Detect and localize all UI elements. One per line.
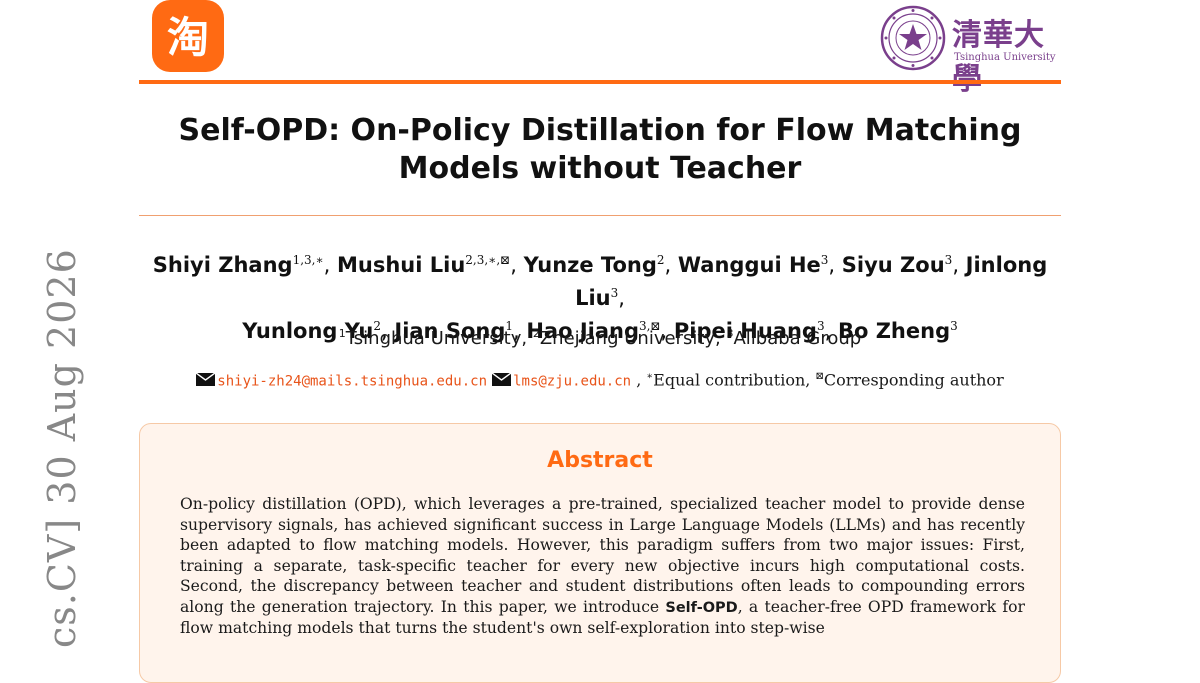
author-line-2: Yunlong Yu2, Jian Song1, Hao Jiang3,⊠, P… [242,319,958,343]
affil-sup: 2 [532,327,540,340]
affil-sup: 3 [726,327,734,340]
author-list: Shiyi Zhang1,3,∗, Mushui Liu2,3,∗,⊠, Yun… [139,246,1061,345]
header-rule [139,80,1061,84]
abstract-text: , a teacher-free OPD framework for flow … [180,597,1025,638]
author-sup: 3 [610,286,619,300]
corresponding-mark: ⊠ [815,371,824,382]
taobao-logo: 淘 [152,0,224,72]
author-name: Wanggui He [677,253,821,277]
affil-sup: 1 [338,327,346,340]
abstract-body: On-policy distillation (OPD), which leve… [180,494,1025,639]
author-line-1: Shiyi Zhang1,3,∗, Mushui Liu2,3,∗,⊠, Yun… [152,253,1048,310]
svg-text:淘: 淘 [167,13,209,62]
author-sup: 1 [505,319,513,333]
author-name: Bo Zheng [837,319,951,343]
affil-name: Tsinghua University [345,328,522,349]
corresponding-author-note: Corresponding author [823,370,1004,390]
author-name: Mushui Liu [336,253,466,277]
author-sup: 3,⊠ [639,319,661,333]
envelope-icon [492,373,512,387]
title-line-2: Models without Teacher [398,151,802,186]
author-sup: 2 [373,319,382,333]
author-name: Yunze Tong [523,253,657,277]
author-name: Jinlong Liu [575,253,1048,310]
abstract-box: Abstract On-policy distillation (OPD), w… [139,423,1061,683]
author-sup: 2,3,∗,⊠ [465,253,511,267]
author-sup: 3 [944,253,953,267]
arxiv-stamp: cs.CV] 30 Aug 2026 [40,248,84,648]
tsinghua-logo: 清華大學 Tsinghua University [880,4,1060,97]
equal-mark: ∗ [646,371,654,382]
equal-contribution-note: Equal contribution [653,370,806,390]
author-name: Siyu Zou [841,253,945,277]
author-name: Jian Song [394,319,506,343]
abstract-method-name: Self-OPD [665,599,738,616]
author-name: Hao Jiang [526,319,640,343]
affiliations: 1Tsinghua University, 2Zhejiang Universi… [338,327,862,349]
affil-name: Zhejiang University [539,328,716,349]
envelope-icon [196,373,216,387]
email-link-1[interactable]: shiyi-zh24@mails.tsinghua.edu.cn [217,373,487,390]
author-name: Pipei Huang [673,319,817,343]
author-sup: 1,3,∗ [292,253,324,267]
author-name: Yunlong Yu [242,319,374,343]
tsinghua-english-name: Tsinghua University [954,52,1056,63]
author-sup: 3 [950,319,958,333]
email-link-2[interactable]: lms@zju.edu.cn [513,373,632,390]
abstract-heading: Abstract [547,448,653,473]
tsinghua-chinese-name: 清華大學 [952,18,1045,97]
title-line-1: Self-OPD: On-Policy Distillation for Flo… [178,113,1022,148]
paper-title: Self-OPD: On-Policy Distillation for Flo… [139,112,1061,188]
author-sup: 3 [820,253,829,267]
abstract-text: On-policy distillation (OPD), which leve… [180,495,1025,616]
taobao-icon: 淘 [167,13,209,62]
tsinghua-seal-icon [880,5,946,71]
author-name: Shiyi Zhang [152,253,293,277]
contact-line: shiyi-zh24@mails.tsinghua.edu.cn lms@zju… [139,366,1061,392]
author-sup: 2 [656,253,665,267]
author-sup: 3 [816,319,825,333]
title-rule [139,215,1061,216]
affil-name: Alibaba Group [733,328,862,349]
